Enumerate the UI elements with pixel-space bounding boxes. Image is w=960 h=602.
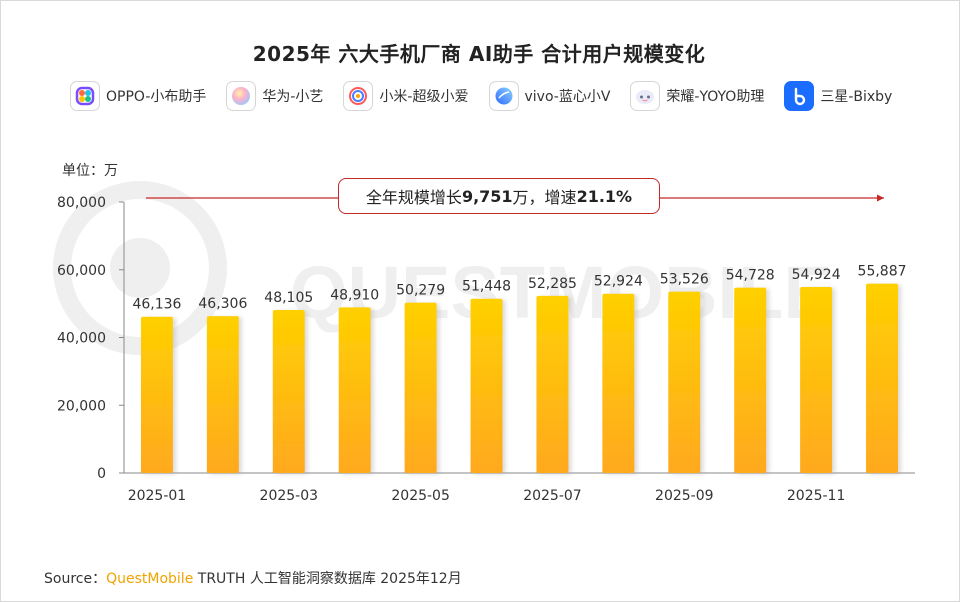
bar-2025-04 [338,307,371,473]
x-tick-label: 2025-05 [391,488,450,504]
legend-item-huawei: 华为-小艺 [226,81,323,111]
bixby-icon [784,81,815,111]
legend-item-vivo: vivo-蓝心小V [488,81,611,111]
y-tick-label: 40,000 [57,331,106,347]
bar-2025-07 [536,295,569,473]
bar-2025-12 [866,283,899,473]
data-label: 53,526 [660,272,709,288]
growth-annotation: 全年规模增长 9,751 万，增速 21.1% [338,178,660,214]
data-label: 54,924 [792,267,841,283]
annotation-rate: 21.1% [576,186,633,206]
data-label: 50,279 [396,283,445,299]
data-label: 55,887 [858,264,907,280]
y-tick-label: 60,000 [57,263,106,279]
legend-label: 荣耀-YOYO助理 [666,89,765,105]
legend-item-oppo: OPPO-小布助手 [70,81,206,111]
bar-2025-02 [206,316,239,473]
legend-label: 华为-小艺 [262,89,324,105]
xiaobu-icon [70,81,100,111]
legend-item-honor: 荣耀-YOYO助理 [630,81,764,111]
data-label: 48,105 [264,290,313,306]
y-tick-label: 20,000 [57,398,106,414]
data-label: 46,306 [198,296,247,312]
legend: OPPO-小布助手 华为-小艺 小 [70,80,912,112]
x-tick-label: 2025-03 [260,488,319,504]
source-suffix: TRUTH 人工智能洞察数据库 2025年12月 [193,571,462,587]
bar-2025-09 [668,291,701,473]
unit-label: 单位：万 [62,163,118,179]
xiaoyi-icon [226,81,257,111]
bar-2025-03 [272,310,305,473]
annotation-growth: 9,751 [461,186,513,206]
bar-2025-11 [800,286,833,473]
annotation-prefix: 全年规模增长 [365,188,462,207]
chart-title: 2025年 六大手机厂商 AI助手 合计用户规模变化 [252,42,706,66]
legend-label: 三星-Bixby [820,89,893,105]
legend-item-xiaomi: 小米-超级小爱 [343,81,469,111]
legend-label: 小米-超级小爱 [379,89,469,105]
bluev-icon [488,81,519,111]
data-label: 54,728 [726,268,775,284]
x-tick-label: 2025-11 [787,488,846,504]
y-tick-label: 80,000 [57,195,106,211]
bar-2025-06 [470,298,503,473]
data-label: 46,136 [132,297,181,313]
bar-2025-08 [602,293,635,473]
yoyo-icon [630,81,661,111]
bar-2025-01 [140,316,173,473]
source-brand: QuestMobile [106,571,194,587]
x-tick-label: 2025-09 [655,488,714,504]
bar-2025-10 [734,287,767,473]
x-tick-label: 2025-07 [523,488,582,504]
source-prefix: Source： [44,571,107,587]
data-label: 52,924 [594,274,643,290]
bar-2025-05 [404,302,437,473]
xiaoai-icon [343,81,374,111]
data-label: 48,910 [330,287,379,303]
source-note: Source：QuestMobile TRUTH 人工智能洞察数据库 2025年… [44,568,462,588]
legend-label: OPPO-小布助手 [106,89,207,105]
legend-label: vivo-蓝心小V [524,89,611,105]
y-tick-label: 0 [97,466,106,482]
legend-item-samsung: 三星-Bixby [784,81,892,111]
data-label: 52,285 [528,276,577,292]
data-label: 51,448 [462,279,511,295]
annotation-middle: 万，增速 [512,188,577,207]
x-tick-label: 2025-01 [128,488,187,504]
